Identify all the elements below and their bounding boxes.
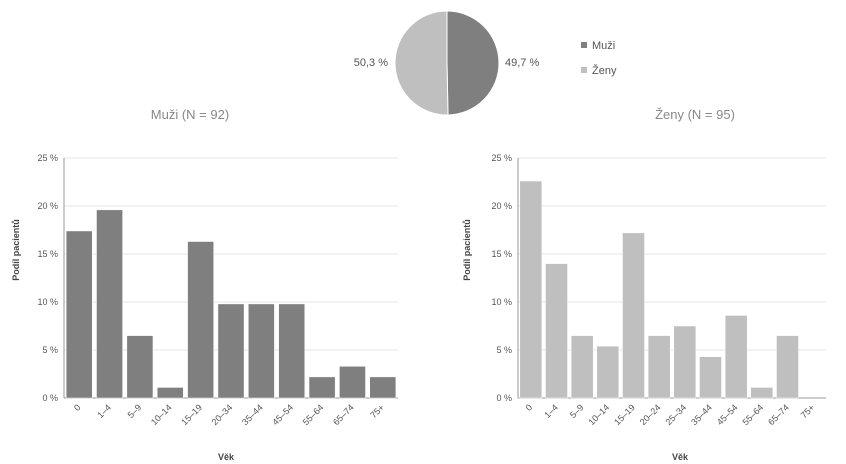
legend-swatch-muzi <box>581 42 587 48</box>
pie-slice-muzi <box>446 10 500 116</box>
x-tick-label: 25–34 <box>663 402 688 427</box>
x-tick-label: 0 <box>72 402 83 413</box>
bar-chart-muzi: Muži (N = 92) Podíl pacientů Věk 0 % 5 % 1… <box>11 107 398 462</box>
pie-legend: Muži Ženy <box>581 40 617 77</box>
gender-pie-chart <box>394 10 500 116</box>
bar-1-4 <box>96 209 123 399</box>
y-tick-label: 25 % <box>37 153 58 163</box>
y-tick-label: 15 % <box>491 249 512 259</box>
x-tick-label: 75+ <box>799 402 817 420</box>
y-tick-label: 0 % <box>496 393 512 403</box>
y-tick-label: 15 % <box>37 249 58 259</box>
bar-5-9 <box>570 335 594 399</box>
bar-55-64 <box>308 376 336 399</box>
pie-label-muzi: 49,7 % <box>505 57 539 69</box>
x-tick-label: 20–34 <box>210 402 235 427</box>
y-tick-label: 20 % <box>491 201 512 211</box>
x-axis-title-muzi: Věk <box>218 452 235 462</box>
bar-25-34 <box>673 325 697 399</box>
y-tick-label: 20 % <box>37 201 58 211</box>
x-tick-label: 15–19 <box>179 402 204 427</box>
x-tick-label: 35–44 <box>689 402 714 427</box>
bar-10-14 <box>596 345 620 399</box>
x-tick-label: 35–44 <box>240 402 265 427</box>
bar-15-19 <box>187 241 214 399</box>
x-tick-label: 45–54 <box>270 402 295 427</box>
x-tick-label: 5–9 <box>568 402 586 420</box>
legend-label-zeny: Ženy <box>592 64 617 77</box>
bar-chart-zeny: Ženy (N = 95) Podíl pacientů Věk 0 % 5 % 1… <box>462 107 826 462</box>
x-tick-label: 65–74 <box>766 402 791 427</box>
bar-0 <box>65 230 93 399</box>
bar-45-54 <box>278 303 306 399</box>
y-axis-title-muzi: Podíl pacientů <box>11 219 21 281</box>
pie-label-zeny: 50,3 % <box>354 57 388 69</box>
x-tick-label: 0 <box>524 402 535 413</box>
x-tick-label: 55–64 <box>740 402 765 427</box>
x-tick-label: 65–74 <box>331 402 356 427</box>
bar-10-14 <box>156 387 184 399</box>
y-axis-title-zeny: Podíl pacientů <box>462 219 472 281</box>
x-tick-label: 1–4 <box>542 402 560 420</box>
x-tick-label: 20–24 <box>638 402 663 427</box>
bar-45-54 <box>724 315 748 399</box>
chart-title-zeny: Ženy (N = 95) <box>655 107 735 122</box>
bar-35-44 <box>699 356 722 399</box>
x-tick-label: 55–64 <box>301 402 326 427</box>
bar-20-34 <box>217 303 245 399</box>
y-tick-label: 25 % <box>491 153 512 163</box>
bar-35-44 <box>248 303 275 399</box>
x-tick-label: 10–14 <box>586 402 611 427</box>
bar-55-64 <box>750 387 774 399</box>
legend-swatch-zeny <box>581 67 587 73</box>
y-tick-label: 5 % <box>496 345 512 355</box>
bar-15-19 <box>622 232 645 399</box>
x-tick-label: 15–19 <box>612 402 637 427</box>
bar-65-74 <box>776 335 799 399</box>
y-tick-label: 0 % <box>42 393 58 403</box>
x-tick-label: 10–14 <box>149 402 174 427</box>
legend-label-muzi: Muži <box>592 40 615 52</box>
bar-5-9 <box>126 335 154 399</box>
x-tick-label: 75+ <box>368 402 386 420</box>
x-tick-label: 1–4 <box>95 402 113 420</box>
y-tick-label: 10 % <box>491 297 512 307</box>
bar-75 <box>369 376 397 399</box>
bar-1-4 <box>545 263 568 399</box>
x-tick-label: 5–9 <box>126 402 144 420</box>
pie-slice-zeny <box>394 10 449 116</box>
x-tick-label: 45–54 <box>715 402 740 427</box>
y-tick-label: 5 % <box>42 345 58 355</box>
x-axis-title-zeny: Věk <box>672 452 689 462</box>
chart-title-muzi: Muži (N = 92) <box>151 107 229 122</box>
bar-20-24 <box>647 335 671 399</box>
bar-65-74 <box>339 366 366 399</box>
bar-0 <box>519 180 543 399</box>
y-tick-label: 10 % <box>37 297 58 307</box>
